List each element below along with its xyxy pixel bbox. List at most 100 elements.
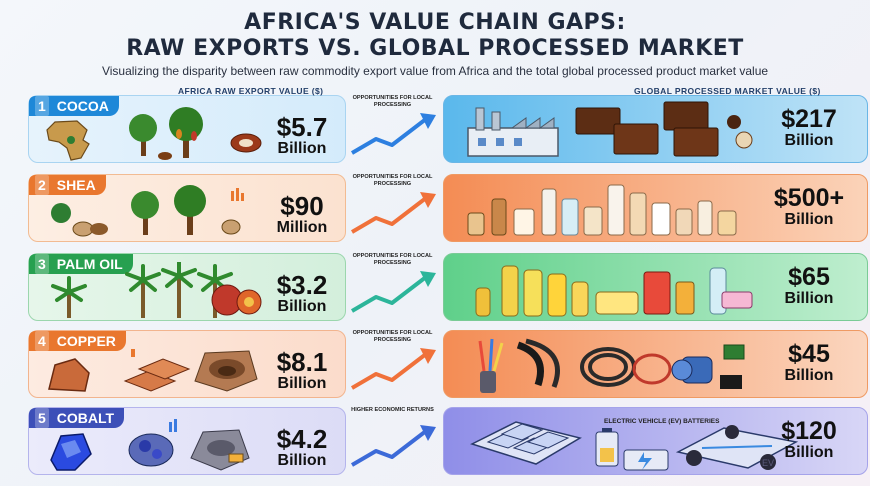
factory-icon bbox=[467, 107, 559, 157]
global-market-value-copper: $45 Billion bbox=[759, 340, 859, 387]
copper-ore-icon bbox=[48, 358, 90, 392]
commodity-number: 4 bbox=[35, 331, 49, 351]
row-cobalt: 5 COBALT $4.2 Billion HIGHER ECONOMIC RE… bbox=[28, 407, 868, 475]
open-pit-mine-icon bbox=[194, 350, 258, 392]
chocolate-bars-icon bbox=[575, 101, 753, 157]
cobalt-ore-mine-icon bbox=[128, 419, 250, 471]
commodity-number: 3 bbox=[35, 254, 49, 274]
palm-products-icon bbox=[475, 265, 753, 317]
trend-arrow-icon bbox=[350, 348, 436, 390]
global-value: $120 bbox=[781, 417, 837, 445]
raw-unit: Billion bbox=[277, 140, 327, 157]
global-panel-cobalt: ELECTRIC VEHICLE (EV) BATTERIES EV $120 … bbox=[443, 407, 868, 475]
trend-arrow-icon bbox=[350, 113, 436, 155]
global-unit: Billion bbox=[784, 367, 834, 384]
arrow-label: HIGHER ECONOMIC RETURNS bbox=[351, 407, 434, 413]
trend-arrow-icon bbox=[350, 271, 436, 313]
battery-pack-icon bbox=[470, 421, 582, 465]
ev-batteries-label: ELECTRIC VEHICLE (EV) BATTERIES bbox=[604, 418, 720, 425]
cocoa-tree-icon bbox=[129, 107, 203, 160]
commodity-name: SHEA bbox=[56, 177, 96, 193]
arrow-copper: OPPORTUNITIES FOR LOCAL PROCESSING bbox=[348, 330, 443, 398]
row-cocoa: 1 COCOA $5.7 Billion AFRICA RAW EXPORT V… bbox=[28, 86, 868, 163]
global-panel-palm-oil: $65 Billion bbox=[443, 253, 868, 321]
commodity-badge-cocoa: 1 COCOA bbox=[29, 96, 119, 116]
palm-fruit-icon bbox=[211, 284, 262, 316]
global-panel-shea: $500+ Billion bbox=[443, 174, 868, 242]
raw-panel-cobalt: 5 COBALT $4.2 Billion bbox=[28, 407, 346, 475]
raw-export-value-cobalt: $4.2 Billion bbox=[257, 424, 347, 472]
page-title: AFRICA'S VALUE CHAIN GAPS: RAW EXPORTS V… bbox=[0, 10, 870, 62]
arrow-cobalt: HIGHER ECONOMIC RETURNS bbox=[348, 407, 443, 475]
raw-unit: Billion bbox=[277, 375, 327, 392]
raw-unit: Million bbox=[276, 219, 328, 236]
title-line-1: AFRICA'S VALUE CHAIN GAPS: bbox=[244, 10, 626, 35]
global-panel-cocoa: $217 Billion bbox=[443, 95, 868, 163]
raw-unit: Billion bbox=[277, 452, 327, 469]
copper-bars-icon bbox=[123, 349, 191, 392]
africa-map-icon bbox=[46, 120, 90, 161]
raw-export-value-shea: $90 Million bbox=[257, 191, 347, 239]
commodity-number: 2 bbox=[35, 175, 49, 195]
commodity-badge-copper: 4 COPPER bbox=[29, 331, 126, 351]
raw-export-header: AFRICA RAW EXPORT VALUE ($) bbox=[178, 86, 324, 96]
commodity-name: COCOA bbox=[56, 98, 109, 114]
arrow-label: OPPORTUNITIES FOR LOCAL PROCESSING bbox=[352, 174, 433, 187]
global-unit: Billion bbox=[784, 444, 834, 461]
commodity-number: 1 bbox=[35, 96, 49, 116]
global-value: $500+ bbox=[773, 184, 845, 212]
raw-export-value-palm-oil: $3.2 Billion bbox=[257, 270, 347, 318]
raw-panel-shea: 2 SHEA $90 Million bbox=[28, 174, 346, 242]
raw-panel-palm-oil: 3 PALM OIL $3.2 Billion bbox=[28, 253, 346, 321]
row-palm-oil: 3 PALM OIL $3.2 Billion OPPORTUNITIES FO… bbox=[28, 253, 868, 321]
raw-value: $3.2 bbox=[276, 270, 328, 300]
commodity-name: COBALT bbox=[56, 410, 115, 426]
trend-arrow-icon bbox=[350, 425, 436, 467]
global-unit: Billion bbox=[784, 211, 834, 228]
cobalt-crystal-icon bbox=[50, 433, 92, 471]
copper-products-icon bbox=[478, 338, 745, 393]
arrow-shea: OPPORTUNITIES FOR LOCAL PROCESSING bbox=[348, 174, 443, 242]
raw-unit: Billion bbox=[277, 298, 327, 315]
row-shea: 2 SHEA $90 Million OPPORTUNITIES FOR LOC… bbox=[28, 174, 868, 242]
global-panel-copper: $45 Billion bbox=[443, 330, 868, 398]
global-market-value-cobalt: $120 Billion bbox=[759, 417, 859, 464]
ev-mark: EV bbox=[762, 458, 775, 468]
arrow-label: OPPORTUNITIES FOR LOCAL PROCESSING bbox=[352, 95, 433, 108]
raw-value: $4.2 bbox=[276, 424, 328, 454]
shea-tree-icon bbox=[131, 185, 244, 235]
commodity-badge-palm-oil: 3 PALM OIL bbox=[29, 254, 133, 274]
global-unit: Billion bbox=[784, 132, 834, 149]
commodity-name: COPPER bbox=[56, 333, 116, 349]
commodity-badge-cobalt: 5 COBALT bbox=[29, 408, 125, 428]
raw-value: $8.1 bbox=[276, 347, 328, 377]
global-value: $217 bbox=[781, 105, 837, 133]
global-value: $45 bbox=[788, 340, 830, 368]
global-market-value-palm-oil: $65 Billion bbox=[759, 263, 859, 310]
raw-value: $90 bbox=[280, 191, 324, 221]
commodity-number: 5 bbox=[35, 408, 49, 428]
trend-arrow-icon bbox=[350, 192, 436, 234]
commodity-name: PALM OIL bbox=[56, 256, 123, 272]
cosmetics-products-icon bbox=[467, 184, 737, 236]
cocoa-pod-icon bbox=[230, 133, 262, 153]
palm-tree-small-icon bbox=[51, 276, 87, 318]
page-subtitle: Visualizing the disparity between raw co… bbox=[101, 64, 769, 78]
arrow-cocoa: OPPORTUNITIES FOR LOCAL PROCESSING bbox=[348, 95, 443, 163]
row-copper: 4 COPPER $8.1 Billion OPPORTUNITIES FOR … bbox=[28, 330, 868, 398]
arrow-label: OPPORTUNITIES FOR LOCAL PROCESSING bbox=[352, 330, 433, 343]
arrow-palm-oil: OPPORTUNITIES FOR LOCAL PROCESSING bbox=[348, 253, 443, 321]
raw-export-value-cocoa: $5.7 Billion bbox=[257, 112, 347, 160]
battery-cell-icon bbox=[595, 428, 669, 471]
arrow-label: OPPORTUNITIES FOR LOCAL PROCESSING bbox=[352, 253, 433, 266]
raw-panel-copper: 4 COPPER $8.1 Billion bbox=[28, 330, 346, 398]
global-market-value-shea: $500+ Billion bbox=[759, 184, 859, 231]
global-value: $65 bbox=[788, 263, 830, 291]
raw-export-value-copper: $8.1 Billion bbox=[257, 347, 347, 395]
commodity-badge-shea: 2 SHEA bbox=[29, 175, 106, 195]
raw-value: $5.7 bbox=[276, 112, 328, 142]
global-market-value-cocoa: $217 Billion bbox=[759, 105, 859, 152]
shea-nut-icon bbox=[51, 203, 108, 237]
raw-panel-cocoa: 1 COCOA $5.7 Billion bbox=[28, 95, 346, 163]
global-market-header: GLOBAL PROCESSED MARKET VALUE ($) bbox=[634, 86, 821, 96]
